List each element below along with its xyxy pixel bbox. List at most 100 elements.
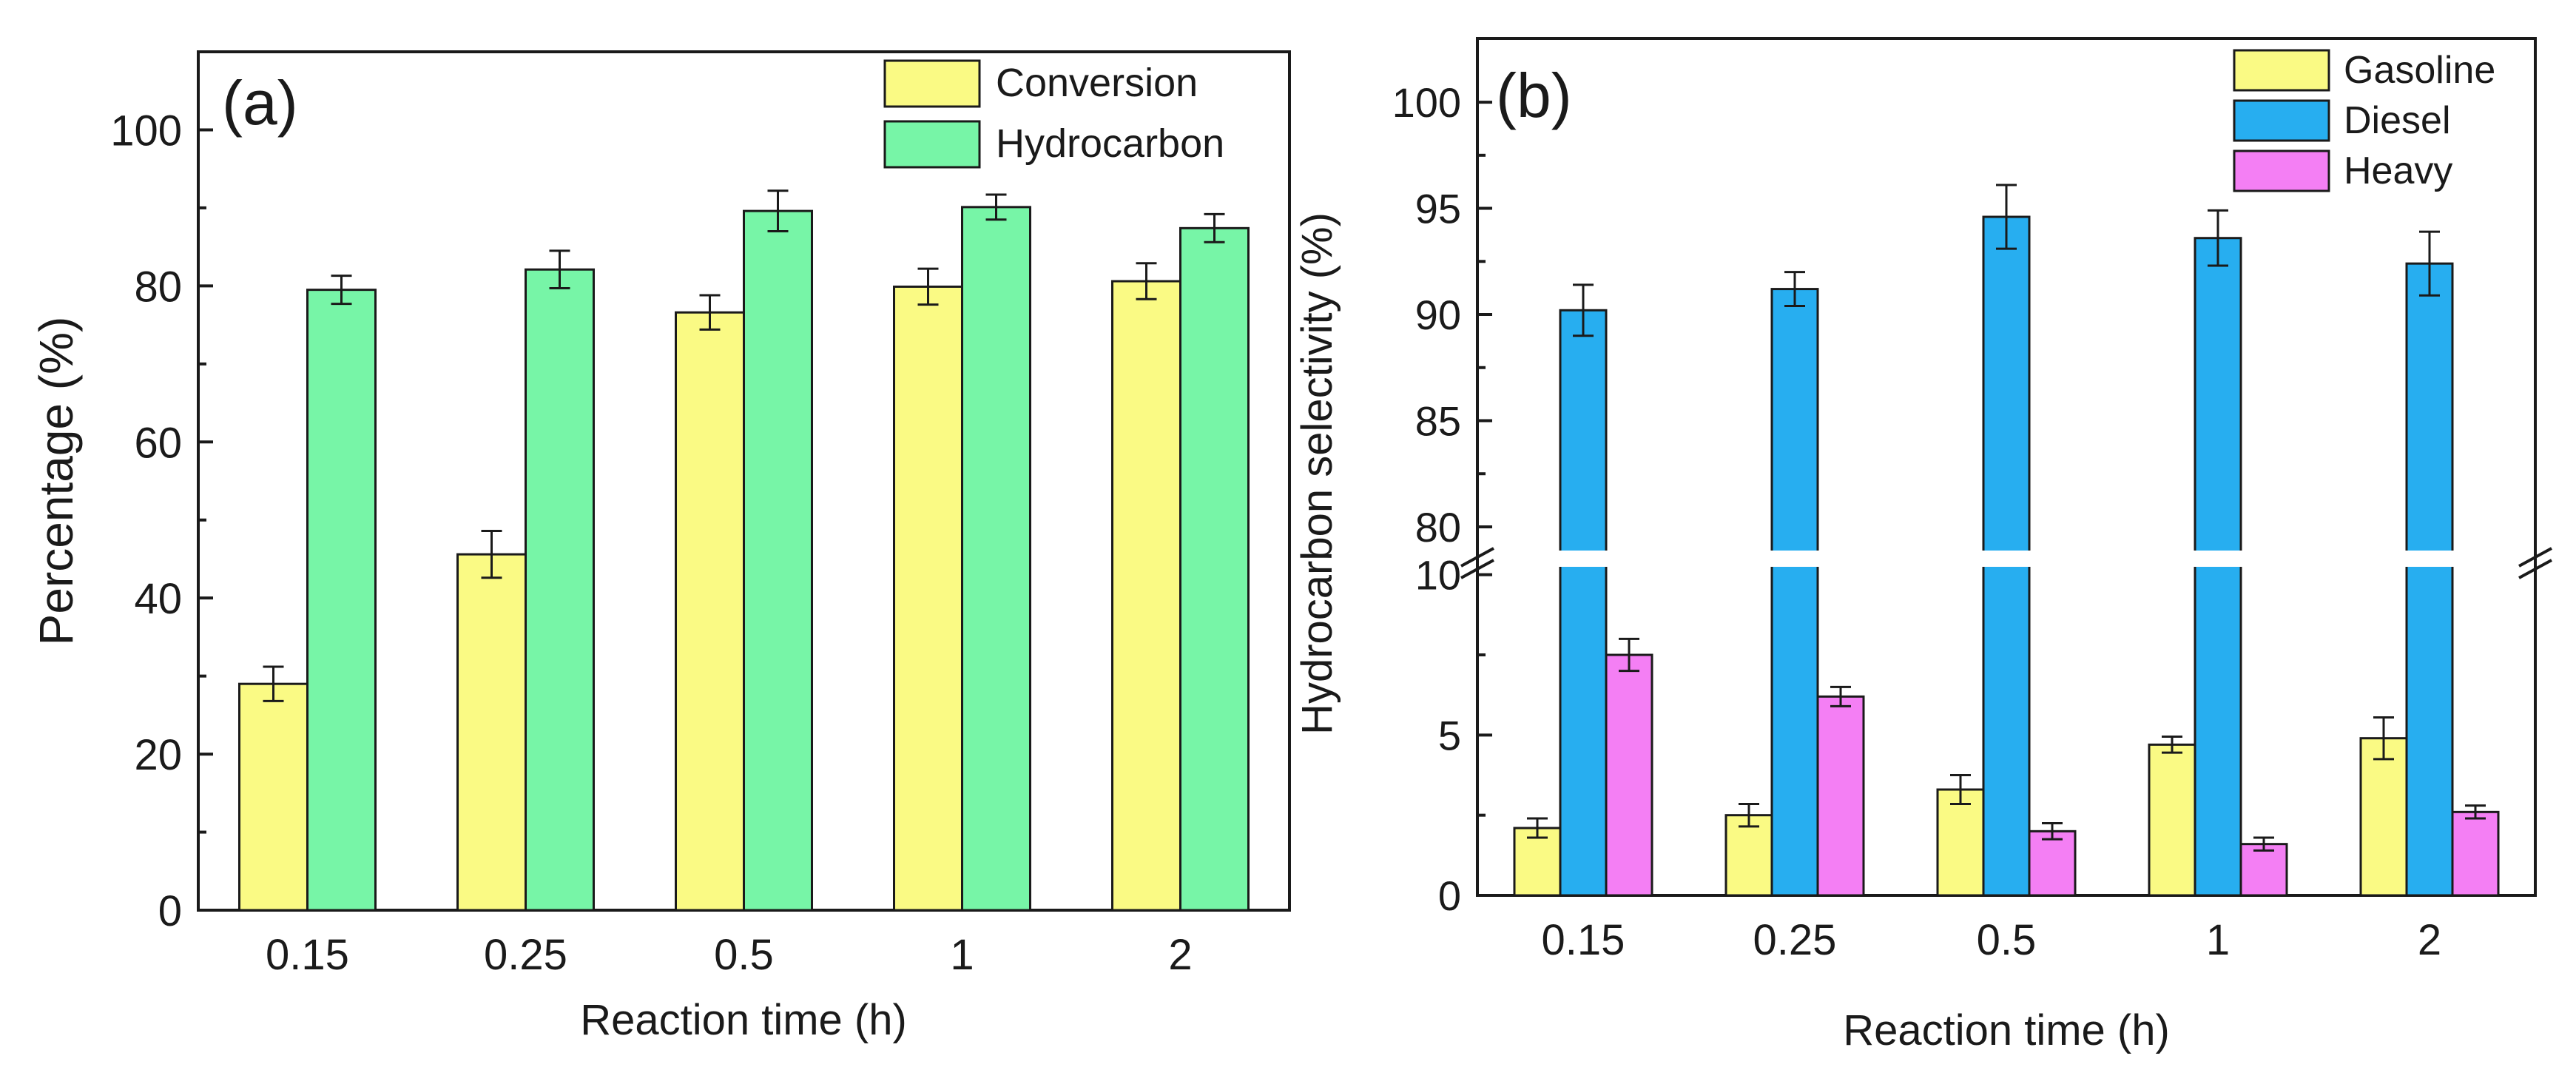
error-bar-gasoline-2 [2373, 716, 2394, 761]
y-tick-label: 85 [1415, 397, 1461, 444]
y-tick-label: 0 [158, 887, 182, 935]
y-tick-label: 100 [1392, 79, 1461, 126]
axis-break-mark-left-top [1460, 547, 1494, 568]
panel-a: (a) Percentage (%) Reaction time (h) 020… [30, 50, 1291, 1044]
bar-gasoline-2 [2359, 737, 2408, 897]
y-tick-label: 20 [134, 731, 182, 779]
legend-label-heavy: Heavy [2344, 149, 2452, 192]
error-bar-heavy-0.25 [1830, 685, 1851, 707]
legend-swatch-heavy [2233, 149, 2330, 192]
panel-a-bars [238, 189, 1250, 912]
panel-b-bars [1513, 184, 2500, 897]
panel-a-xlabel: Reaction time (h) [580, 996, 907, 1044]
error-bar-conversion-0.15 [263, 665, 284, 702]
axis-break-mark-right-bottom [2518, 559, 2552, 579]
bar-diesel-0.15 [1559, 309, 1608, 897]
error-bar-heavy-0.5 [2042, 822, 2063, 841]
y-tick-label: 100 [110, 107, 182, 155]
panel-a-label: (a) [222, 68, 298, 138]
error-bar-gasoline-0.15 [1527, 817, 1548, 839]
legend-label-diesel: Diesel [2344, 99, 2451, 142]
y-tick-label: 0 [1438, 872, 1461, 919]
bar-heavy-2 [2451, 810, 2500, 897]
bar-conversion-2 [1111, 280, 1181, 912]
x-tick-label: 0.25 [484, 931, 567, 979]
x-tick-label: 2 [1168, 931, 1192, 979]
bar-heavy-0.15 [1605, 653, 1653, 897]
x-tick-label: 2 [2418, 916, 2441, 964]
axis-break-gap [1479, 551, 2534, 567]
bar-hydrocarbon-2 [1179, 226, 1250, 912]
bar-conversion-1 [893, 285, 963, 912]
legend-swatch-conversion [883, 59, 981, 108]
axis-break-mark-left-bottom [1460, 559, 1494, 579]
error-bar-hydrocarbon-1 [985, 193, 1007, 221]
bar-conversion-0.5 [675, 311, 745, 912]
error-bar-diesel-1 [2208, 209, 2228, 267]
error-bar-diesel-0.25 [1784, 271, 1805, 308]
error-bar-gasoline-0.25 [1739, 803, 1759, 828]
x-tick-label: 0.15 [1542, 916, 1625, 964]
error-bar-gasoline-1 [2162, 736, 2182, 754]
y-tick-label: 90 [1415, 292, 1461, 338]
bar-gasoline-1 [2148, 743, 2196, 897]
error-bar-conversion-0.25 [481, 529, 502, 579]
axis-break-mark-right-top [2518, 547, 2552, 568]
bar-conversion-0.15 [238, 682, 308, 912]
panel-b-axis-break [1460, 547, 2552, 579]
error-bar-hydrocarbon-2 [1204, 212, 1225, 243]
legend-swatch-diesel [2233, 99, 2330, 142]
bar-hydrocarbon-0.25 [525, 268, 595, 912]
x-tick-label: 1 [2206, 916, 2230, 964]
error-bar-hydrocarbon-0.15 [331, 275, 352, 306]
y-tick-label: 5 [1438, 712, 1461, 758]
panel-b-xlabel: Reaction time (h) [1843, 1006, 2170, 1054]
y-tick-label: 95 [1415, 186, 1461, 232]
legend-swatch-hydrocarbon [883, 120, 981, 169]
error-bar-heavy-2 [2465, 804, 2486, 820]
error-bar-hydrocarbon-0.25 [549, 249, 570, 290]
bar-hydrocarbon-0.5 [743, 209, 813, 912]
legend-label-gasoline: Gasoline [2344, 49, 2495, 92]
bar-heavy-0.25 [1816, 695, 1865, 897]
panel-b: (b) Hydrocarbon selectivity (%) Reaction… [1293, 37, 2552, 1054]
legend-label-hydrocarbon: Hydrocarbon [996, 121, 1224, 166]
bar-diesel-0.25 [1770, 288, 1819, 897]
error-bar-diesel-2 [2419, 230, 2440, 297]
legend-label-conversion: Conversion [996, 61, 1198, 105]
error-bar-heavy-1 [2253, 836, 2274, 852]
legend-swatch-gasoline [2233, 49, 2330, 92]
error-bar-diesel-0.5 [1996, 184, 2017, 250]
panel-b-label: (b) [1496, 61, 1572, 130]
y-tick-label: 80 [134, 263, 182, 311]
panel-a-legend: Conversion Hydrocarbon [883, 59, 1224, 169]
x-tick-label: 0.5 [714, 931, 774, 979]
bar-conversion-0.25 [456, 553, 527, 912]
error-bar-conversion-0.5 [699, 294, 721, 331]
bar-heavy-0.5 [2028, 830, 2077, 897]
bar-gasoline-0.5 [1936, 788, 1985, 897]
panel-b-x-ticks: 0.15 0.25 0.5 1 2 [1542, 881, 2441, 964]
x-tick-label: 1 [950, 931, 974, 979]
error-bar-hydrocarbon-0.5 [767, 189, 789, 233]
y-tick-label: 40 [134, 575, 182, 623]
error-bar-conversion-1 [917, 267, 939, 306]
error-bar-gasoline-0.5 [1950, 774, 1971, 805]
y-tick-label: 60 [134, 419, 182, 467]
x-tick-label: 0.5 [1977, 916, 2037, 964]
bar-hydrocarbon-1 [961, 206, 1031, 912]
panel-a-y-ticks: 0 20 40 60 80 100 [110, 107, 213, 935]
y-tick-label: 80 [1415, 504, 1461, 551]
x-tick-label: 0.25 [1753, 916, 1837, 964]
error-bar-heavy-0.15 [1619, 637, 1639, 673]
x-tick-label: 0.15 [266, 931, 349, 979]
error-bar-conversion-2 [1136, 262, 1157, 300]
panel-a-ylabel: Percentage (%) [30, 317, 83, 646]
bar-diesel-2 [2405, 262, 2454, 897]
bar-heavy-1 [2239, 843, 2288, 897]
error-bar-diesel-0.15 [1573, 283, 1594, 337]
y-tick-label: 10 [1415, 552, 1461, 599]
bar-hydrocarbon-0.15 [306, 289, 377, 912]
